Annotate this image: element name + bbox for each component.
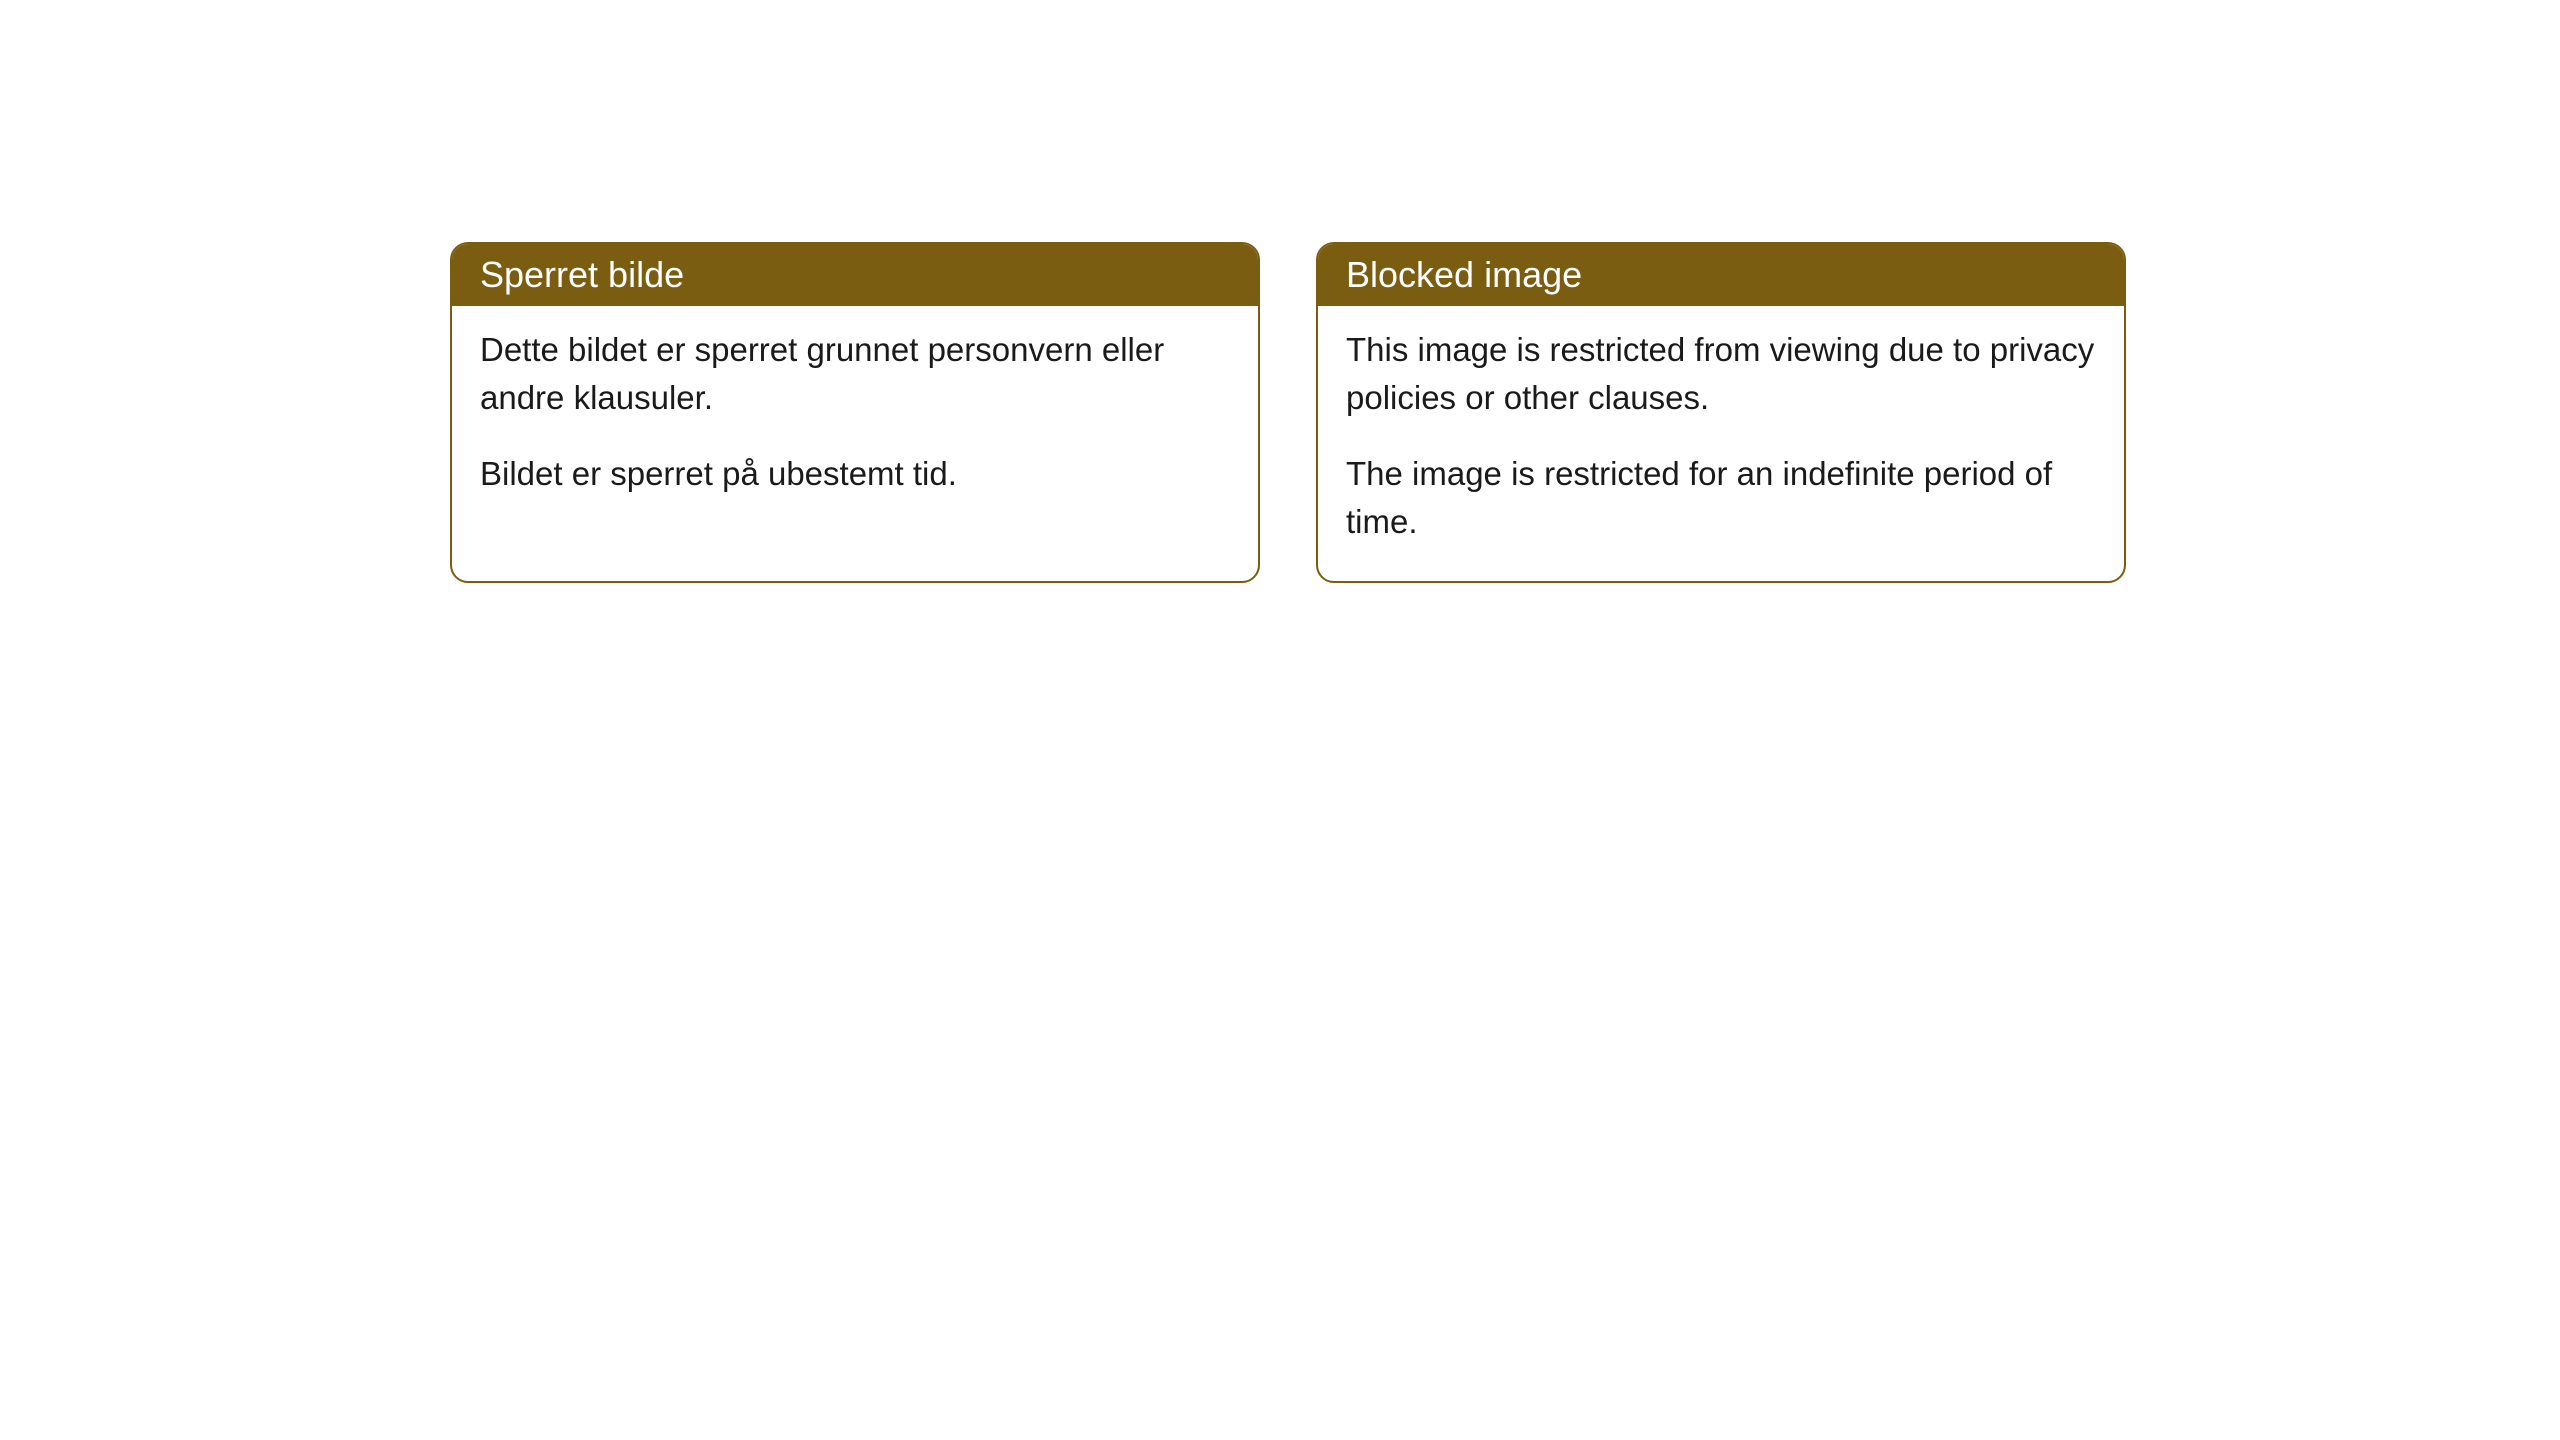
card-title: Sperret bilde — [452, 244, 1258, 306]
notice-text-line-2: Bildet er sperret på ubestemt tid. — [480, 450, 1230, 498]
notice-text-line-1: This image is restricted from viewing du… — [1346, 326, 2096, 422]
blocked-image-card-english: Blocked image This image is restricted f… — [1316, 242, 2126, 583]
card-body: Dette bildet er sperret grunnet personve… — [452, 306, 1258, 534]
notice-cards-container: Sperret bilde Dette bildet er sperret gr… — [450, 242, 2126, 583]
card-body: This image is restricted from viewing du… — [1318, 306, 2124, 581]
blocked-image-card-norwegian: Sperret bilde Dette bildet er sperret gr… — [450, 242, 1260, 583]
card-title: Blocked image — [1318, 244, 2124, 306]
notice-text-line-2: The image is restricted for an indefinit… — [1346, 450, 2096, 546]
notice-text-line-1: Dette bildet er sperret grunnet personve… — [480, 326, 1230, 422]
